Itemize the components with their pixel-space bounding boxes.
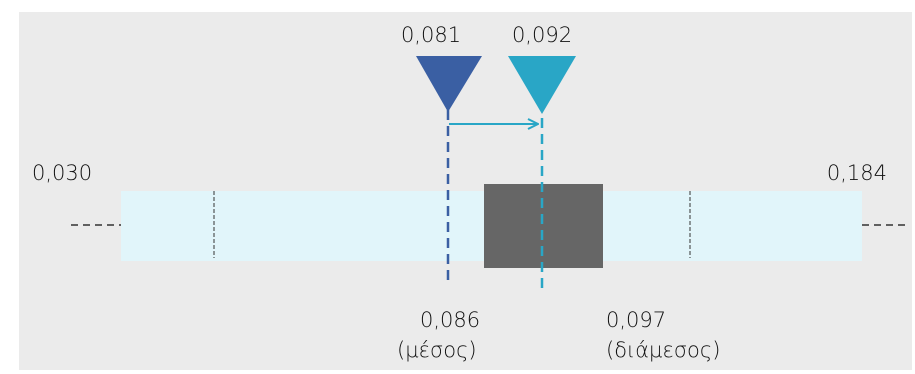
box-left-caption: (μέσος) xyxy=(397,338,477,362)
marker-b-label: 0,092 xyxy=(512,23,572,47)
scale-min-label: 0,030 xyxy=(32,161,92,185)
scale-max-label: 0,184 xyxy=(827,161,887,185)
marker-b-triangle xyxy=(508,56,576,114)
box-left-value: 0,086 xyxy=(420,308,480,332)
box-right-value: 0,097 xyxy=(606,308,666,332)
box-right-caption: (διάμεσος) xyxy=(606,338,720,362)
interquartile-box xyxy=(484,184,603,268)
marker-a-triangle xyxy=(416,56,482,112)
marker-a-label: 0,081 xyxy=(401,23,461,47)
